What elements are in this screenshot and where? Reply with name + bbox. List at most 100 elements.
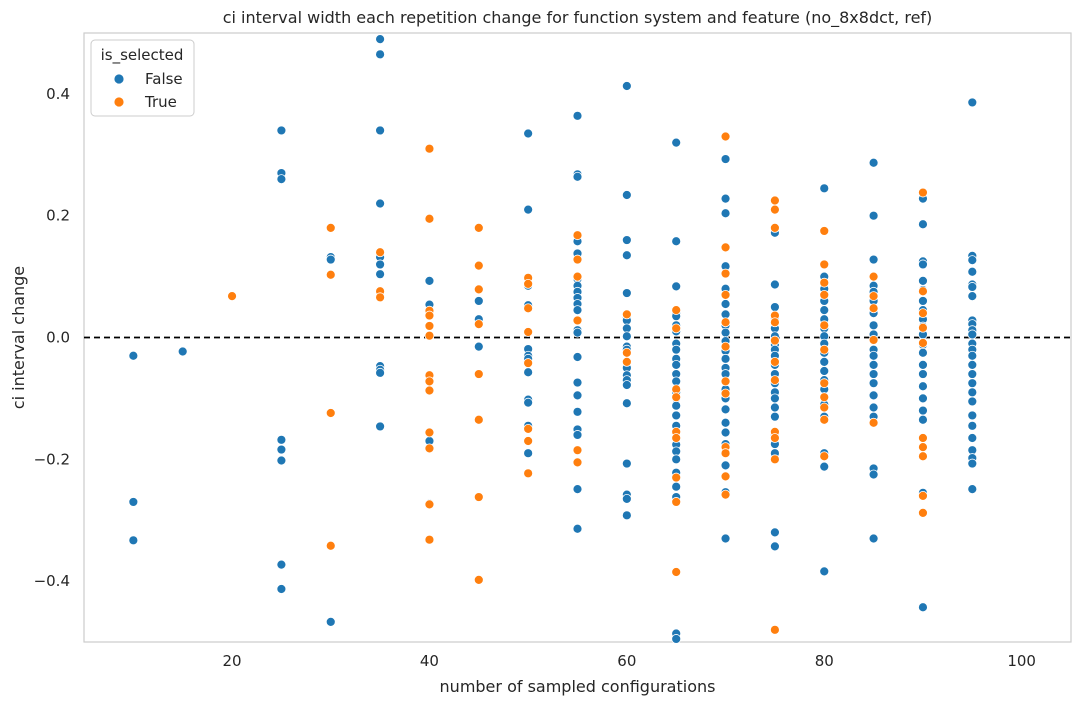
- data-point-false: [621, 331, 632, 342]
- data-point-false: [621, 510, 632, 521]
- y-tick-label: −0.2: [34, 450, 70, 468]
- data-point-false: [770, 393, 780, 404]
- data-point-true: [918, 286, 928, 297]
- data-point-false: [671, 400, 682, 411]
- data-point-false: [572, 523, 583, 534]
- data-point-false: [819, 183, 830, 194]
- data-point-false: [375, 198, 386, 209]
- data-point-true: [918, 338, 928, 348]
- data-point-true: [770, 356, 780, 367]
- data-point-false: [720, 154, 731, 164]
- data-point-false: [868, 254, 879, 265]
- data-point-false: [819, 461, 830, 472]
- data-point-true: [720, 489, 731, 500]
- data-point-false: [375, 269, 386, 280]
- data-point-true: [424, 330, 435, 341]
- data-point-false: [967, 484, 978, 495]
- data-point-true: [473, 574, 484, 585]
- data-point-false: [868, 390, 879, 401]
- data-point-true: [523, 468, 534, 479]
- data-point-true: [868, 417, 879, 428]
- data-point-false: [671, 236, 682, 247]
- data-point-false: [918, 393, 928, 404]
- data-point-false: [375, 34, 386, 44]
- chart-title: ci interval width each repetition change…: [223, 8, 933, 28]
- data-point-true: [572, 230, 583, 241]
- data-point-false: [868, 360, 879, 370]
- data-point-true: [424, 143, 435, 154]
- y-tick-label: −0.4: [34, 572, 70, 590]
- data-point-false: [671, 481, 682, 492]
- data-point-false: [572, 352, 583, 362]
- data-point-true: [671, 392, 682, 403]
- y-axis-ticks: −0.4 −0.2 0.0 0.2 0.4: [34, 85, 70, 590]
- data-point-false: [868, 533, 879, 544]
- data-point-false: [967, 410, 978, 421]
- data-point-true: [819, 344, 830, 355]
- data-point-false: [720, 299, 731, 309]
- data-point-false: [918, 369, 928, 379]
- data-point-true: [523, 327, 534, 337]
- data-point-true: [819, 451, 830, 462]
- legend-title: is_selected: [101, 46, 184, 65]
- data-point-false: [276, 584, 287, 594]
- data-point-true: [720, 242, 731, 253]
- data-point-true: [473, 260, 484, 271]
- data-point-true: [473, 284, 484, 295]
- data-point-false: [572, 171, 583, 182]
- data-point-true: [770, 204, 780, 215]
- data-point-true: [325, 269, 336, 280]
- data-point-true: [819, 226, 830, 236]
- data-point-false: [621, 250, 632, 261]
- data-point-false: [276, 434, 287, 445]
- data-point-false: [276, 455, 287, 466]
- data-point-true: [671, 472, 682, 483]
- data-point-false: [325, 617, 336, 627]
- legend-label-false: False: [145, 70, 183, 88]
- data-point-false: [770, 411, 780, 422]
- data-point-true: [375, 247, 386, 258]
- data-point-false: [572, 327, 583, 338]
- data-point-false: [375, 259, 386, 270]
- data-point-false: [967, 282, 978, 292]
- data-point-true: [473, 492, 484, 502]
- data-point-false: [572, 305, 583, 315]
- y-tick-label: 0.4: [46, 85, 70, 103]
- data-point-true: [770, 335, 780, 346]
- data-point-false: [770, 402, 780, 413]
- data-point-true: [720, 289, 731, 300]
- legend-marker-true: [113, 96, 125, 108]
- data-point-false: [967, 420, 978, 431]
- data-point-true: [424, 499, 435, 510]
- data-point-false: [770, 527, 780, 538]
- data-point-false: [473, 296, 484, 306]
- data-point-false: [868, 350, 879, 361]
- data-point-false: [621, 288, 632, 298]
- data-point-true: [671, 567, 682, 577]
- data-point-false: [967, 329, 978, 340]
- data-point-false: [819, 566, 830, 577]
- data-point-false: [128, 350, 139, 361]
- x-tick-label: 20: [223, 652, 242, 670]
- data-point-false: [572, 406, 583, 417]
- data-point-true: [868, 335, 879, 345]
- data-point-true: [572, 254, 583, 265]
- data-point-false: [967, 291, 978, 301]
- data-point-true: [770, 317, 780, 328]
- data-point-false: [621, 235, 632, 245]
- data-point-false: [918, 360, 928, 370]
- data-point-false: [720, 208, 731, 219]
- data-point-false: [967, 378, 978, 389]
- data-point-true: [424, 310, 435, 321]
- data-point-true: [572, 315, 583, 326]
- y-axis-label: ci interval change: [9, 266, 28, 409]
- data-point-true: [819, 402, 830, 413]
- data-point-true: [424, 213, 435, 224]
- data-point-true: [473, 369, 484, 379]
- data-point-true: [671, 305, 682, 315]
- data-point-true: [473, 319, 484, 330]
- data-point-false: [621, 380, 632, 390]
- data-point-false: [671, 634, 682, 644]
- data-point-false: [720, 533, 731, 544]
